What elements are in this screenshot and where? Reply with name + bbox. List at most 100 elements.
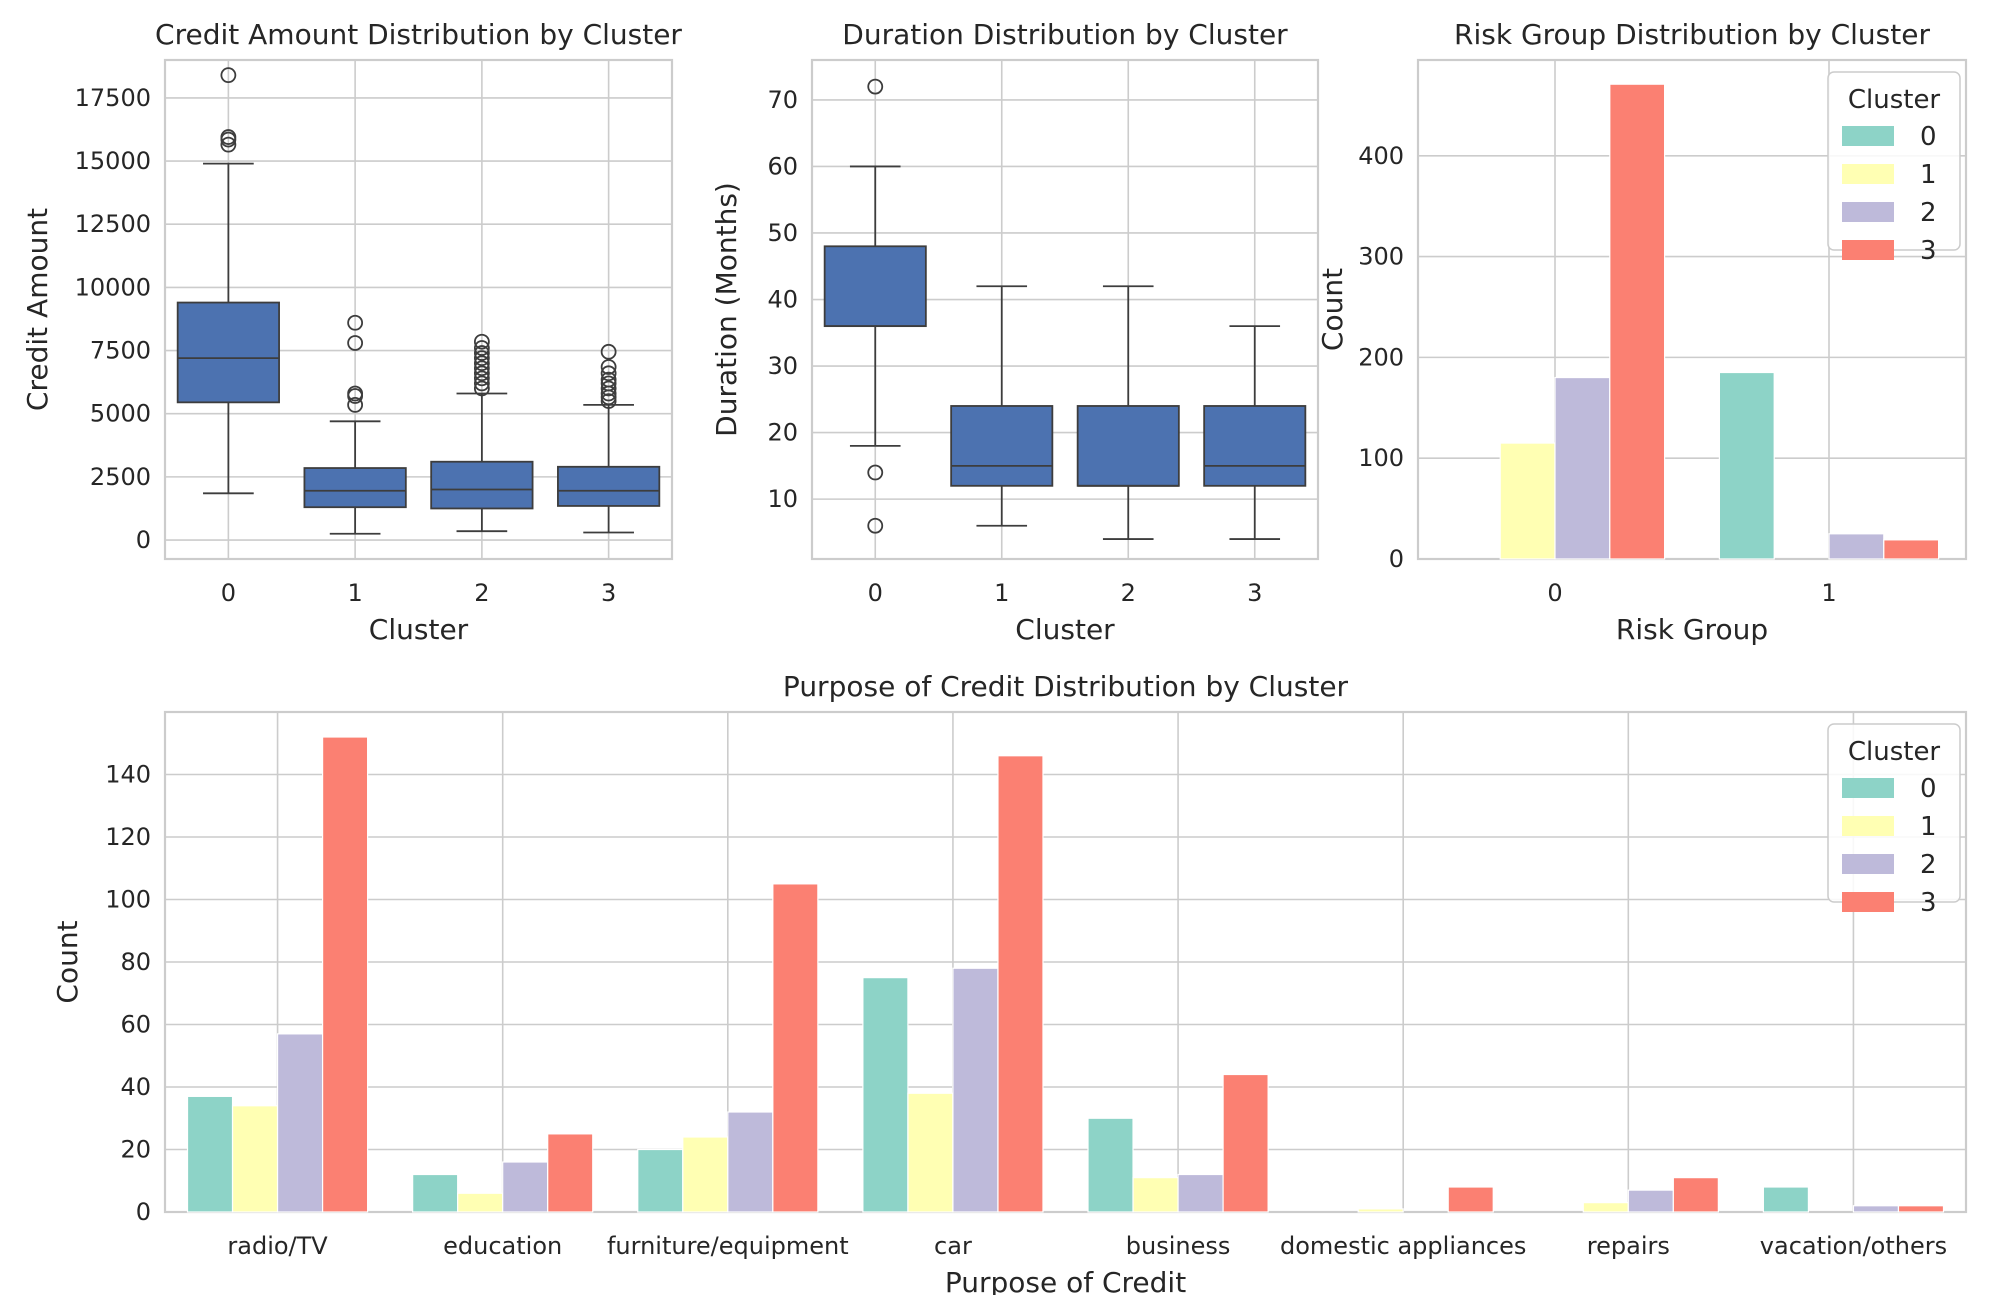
chart-title: Risk Group Distribution by Cluster	[1454, 18, 1930, 51]
legend-label: 3	[1920, 236, 1937, 266]
bar-cluster-3-education	[547, 1133, 594, 1213]
x-tick-label: 3	[1247, 579, 1262, 607]
x-tick-label: 2	[474, 579, 489, 607]
outlier-point	[473, 333, 490, 350]
box-1	[303, 314, 407, 535]
bar-cluster-1-education	[457, 1192, 504, 1213]
bar-cluster-2-1	[1828, 533, 1885, 560]
bar-cluster-2-repairs	[1627, 1189, 1674, 1213]
legend-swatch	[1842, 778, 1894, 798]
x-tick-label: repairs	[1587, 1232, 1670, 1260]
legend-swatch	[1842, 126, 1894, 146]
y-tick-label: 2500	[90, 463, 151, 491]
legend-swatch	[1842, 164, 1894, 184]
outlier-point	[347, 335, 364, 351]
chart-2: 0 100 200 300 400 0 1 Risk Group Distribution b…	[1316, 18, 1968, 646]
y-tick-label: 0	[136, 526, 151, 554]
x-tick-label: 2	[1121, 579, 1136, 607]
legend: Cluster 0 1 2 3	[1827, 723, 1961, 918]
x-axis-label: Risk Group	[1616, 613, 1768, 646]
outlier-point	[600, 359, 617, 375]
bar-cluster-3-car	[997, 755, 1044, 1213]
plot-frame	[163, 58, 674, 561]
y-axis-label: Count	[51, 920, 84, 1003]
y-axis-label: Count	[1316, 268, 1349, 351]
outlier-point	[600, 371, 617, 388]
bar-cluster-1-repairs	[1582, 1202, 1629, 1213]
legend-label: 3	[1920, 888, 1937, 918]
outlier-point	[220, 67, 237, 84]
x-axis-label: Purpose of Credit	[945, 1266, 1186, 1295]
y-tick-label: 40	[120, 1073, 151, 1101]
outlier-point	[473, 370, 490, 387]
bar-cluster-2-car	[952, 967, 999, 1213]
box-iqr	[823, 245, 927, 328]
outlier-point	[220, 129, 237, 145]
y-tick-label: 40	[767, 286, 798, 314]
chart-0: 0 2500 5000 7500 10000 12500 15000 17500 0 1 2 3 Cre…	[21, 18, 682, 646]
bar-cluster-0-1	[1718, 371, 1775, 560]
y-tick-label: 70	[767, 86, 798, 114]
bar-cluster-1-radio/TV	[231, 1105, 279, 1213]
y-axis-label: Credit Amount	[21, 208, 54, 411]
bar-cluster-0-education	[412, 1173, 459, 1213]
bar-cluster-3-radio/TV	[321, 736, 369, 1213]
outlier-point	[473, 375, 490, 392]
chart-title: Purpose of Credit Distribution by Cluste…	[783, 670, 1349, 703]
y-tick-label: 10000	[75, 273, 151, 301]
outlier-point	[867, 517, 884, 534]
outlier-point	[347, 314, 364, 331]
legend-swatch	[1842, 816, 1894, 836]
legend-label: 0	[1920, 774, 1937, 804]
outlier-point	[473, 350, 490, 367]
bar-cluster-2-vacation/others	[1852, 1205, 1900, 1213]
x-axis-label: Cluster	[369, 613, 469, 646]
outlier-point	[473, 365, 490, 382]
x-tick-label: 1	[347, 579, 362, 607]
y-tick-label: 50	[767, 219, 798, 247]
x-tick-label: furniture/equipment	[607, 1232, 849, 1260]
bar-cluster-3-domestic appliances	[1447, 1186, 1494, 1213]
x-tick-label: 0	[868, 579, 883, 607]
y-tick-label: 12500	[75, 210, 151, 238]
y-tick-label: 0	[136, 1198, 151, 1226]
outlier-point	[473, 380, 490, 397]
outlier-point	[600, 365, 617, 382]
bar-cluster-0-business	[1087, 1117, 1134, 1213]
y-tick-label: 100	[1358, 444, 1404, 472]
legend: Cluster 0 1 2 3	[1827, 71, 1961, 266]
y-tick-label: 7500	[90, 337, 151, 365]
legend-title: Cluster	[1848, 85, 1941, 115]
y-tick-label: 5000	[90, 400, 151, 428]
bar-cluster-2-business	[1177, 1173, 1224, 1213]
outlier-point	[473, 345, 490, 361]
bar-cluster-0-vacation/others	[1762, 1186, 1810, 1213]
y-tick-label: 120	[105, 823, 151, 851]
outlier-point	[473, 340, 490, 356]
bar-cluster-1-furniture/equipment	[682, 1136, 729, 1213]
outlier-point	[220, 136, 237, 153]
y-tick-label: 140	[105, 761, 151, 789]
bar-cluster-3-1	[1883, 539, 1940, 560]
plot-frame	[163, 710, 1968, 1214]
y-tick-label: 30	[767, 352, 798, 380]
bar-cluster-3-business	[1222, 1073, 1269, 1213]
chart-1: 10 20 30 40 50 60 70 0 1 2 3 Duration Distribution …	[710, 18, 1320, 646]
bar-cluster-2-radio/TV	[276, 1033, 324, 1213]
bar-cluster-3-furniture/equipment	[772, 883, 819, 1213]
legend-label: 1	[1920, 160, 1937, 190]
y-tick-label: 100	[105, 886, 151, 914]
outlier-point	[600, 375, 617, 392]
y-tick-label: 0	[1389, 545, 1404, 573]
y-tick-label: 60	[120, 1011, 151, 1039]
x-tick-label: radio/TV	[227, 1232, 328, 1260]
y-tick-label: 80	[120, 948, 151, 976]
bar-cluster-0-radio/TV	[186, 1095, 234, 1213]
legend-label: 1	[1920, 812, 1937, 842]
x-tick-label: 1	[994, 579, 1009, 607]
bar-cluster-2-furniture/equipment	[727, 1111, 774, 1213]
y-tick-label: 20	[120, 1136, 151, 1164]
y-tick-label: 17500	[75, 84, 151, 112]
box-3	[557, 343, 661, 534]
